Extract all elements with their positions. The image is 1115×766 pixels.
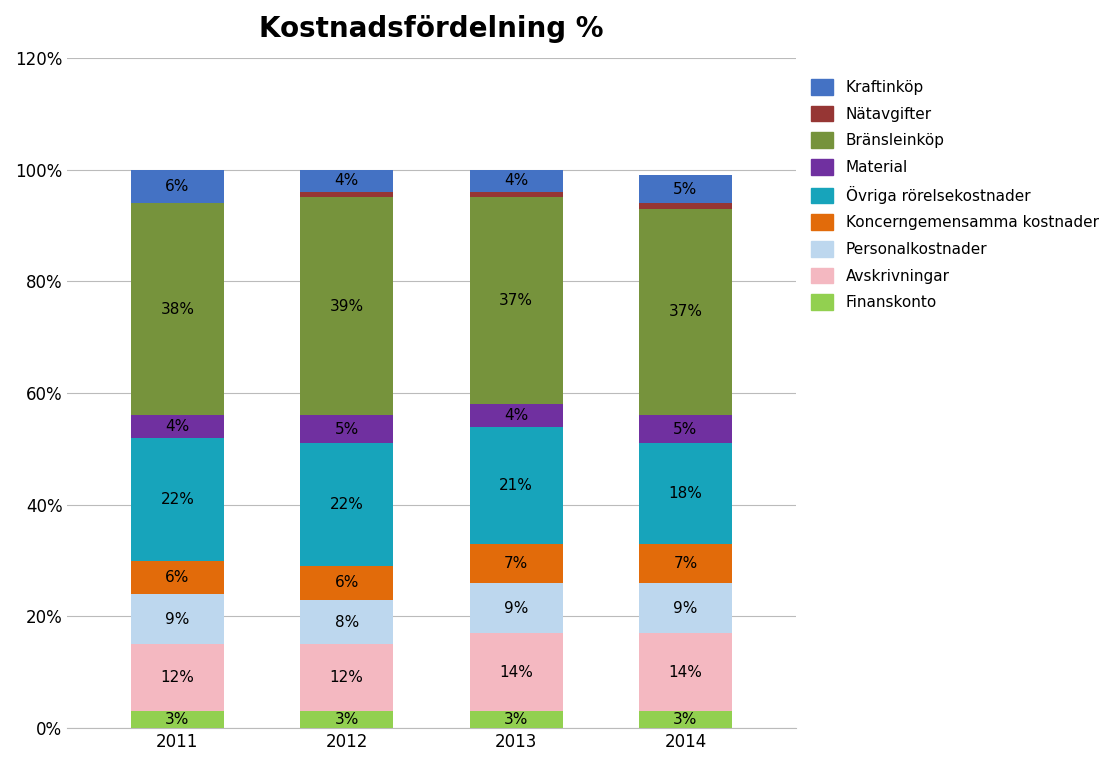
Bar [639, 203, 733, 208]
Bar [639, 583, 733, 633]
Bar [300, 644, 394, 712]
Text: 9%: 9% [165, 612, 190, 627]
Bar [469, 404, 563, 427]
Text: 3%: 3% [504, 712, 529, 727]
Text: 8%: 8% [334, 614, 359, 630]
Bar [300, 198, 394, 415]
Text: 14%: 14% [669, 665, 702, 679]
Text: 4%: 4% [504, 408, 529, 423]
Text: 9%: 9% [673, 601, 698, 616]
Text: 5%: 5% [673, 422, 698, 437]
Bar [300, 600, 394, 644]
Legend: Kraftinköp, Nätavgifter, Bränsleinköp, Material, Övriga rörelsekostnader, Koncer: Kraftinköp, Nätavgifter, Bränsleinköp, M… [811, 79, 1098, 310]
Text: 37%: 37% [669, 305, 702, 319]
Bar [130, 594, 224, 644]
Bar [300, 566, 394, 600]
Text: 12%: 12% [161, 670, 194, 686]
Text: 9%: 9% [504, 601, 529, 616]
Text: 14%: 14% [500, 665, 533, 679]
Bar [469, 427, 563, 544]
Bar [469, 169, 563, 192]
Bar [130, 437, 224, 561]
Bar [300, 712, 394, 728]
Text: 3%: 3% [673, 712, 698, 727]
Text: 3%: 3% [165, 712, 190, 727]
Bar [639, 444, 733, 544]
Bar [639, 712, 733, 728]
Text: 38%: 38% [161, 302, 194, 316]
Text: 18%: 18% [669, 486, 702, 501]
Bar [639, 415, 733, 444]
Bar [469, 544, 563, 583]
Bar [130, 415, 224, 437]
Text: 6%: 6% [334, 575, 359, 591]
Text: 37%: 37% [500, 293, 533, 309]
Text: 4%: 4% [504, 173, 529, 188]
Text: 5%: 5% [334, 422, 359, 437]
Text: 4%: 4% [334, 173, 359, 188]
Bar [130, 203, 224, 415]
Text: 7%: 7% [504, 556, 529, 571]
Text: 6%: 6% [165, 570, 190, 584]
Text: 7%: 7% [673, 556, 698, 571]
Bar [639, 544, 733, 583]
Text: 22%: 22% [161, 492, 194, 506]
Bar [469, 712, 563, 728]
Bar [300, 444, 394, 566]
Bar [300, 192, 394, 198]
Bar [300, 415, 394, 444]
Text: 6%: 6% [165, 178, 190, 194]
Text: 39%: 39% [330, 299, 363, 314]
Bar [130, 561, 224, 594]
Bar [130, 712, 224, 728]
Text: 4%: 4% [165, 419, 190, 434]
Bar [639, 175, 733, 203]
Bar [469, 198, 563, 404]
Text: 12%: 12% [330, 670, 363, 686]
Bar [130, 644, 224, 712]
Text: 21%: 21% [500, 478, 533, 493]
Text: 22%: 22% [330, 497, 363, 512]
Bar [469, 192, 563, 198]
Bar [300, 169, 394, 192]
Bar [639, 633, 733, 712]
Title: Kostnadsfördelning %: Kostnadsfördelning % [259, 15, 603, 43]
Bar [130, 169, 224, 203]
Text: 5%: 5% [673, 182, 698, 197]
Bar [469, 583, 563, 633]
Bar [639, 208, 733, 415]
Bar [469, 633, 563, 712]
Text: 3%: 3% [334, 712, 359, 727]
